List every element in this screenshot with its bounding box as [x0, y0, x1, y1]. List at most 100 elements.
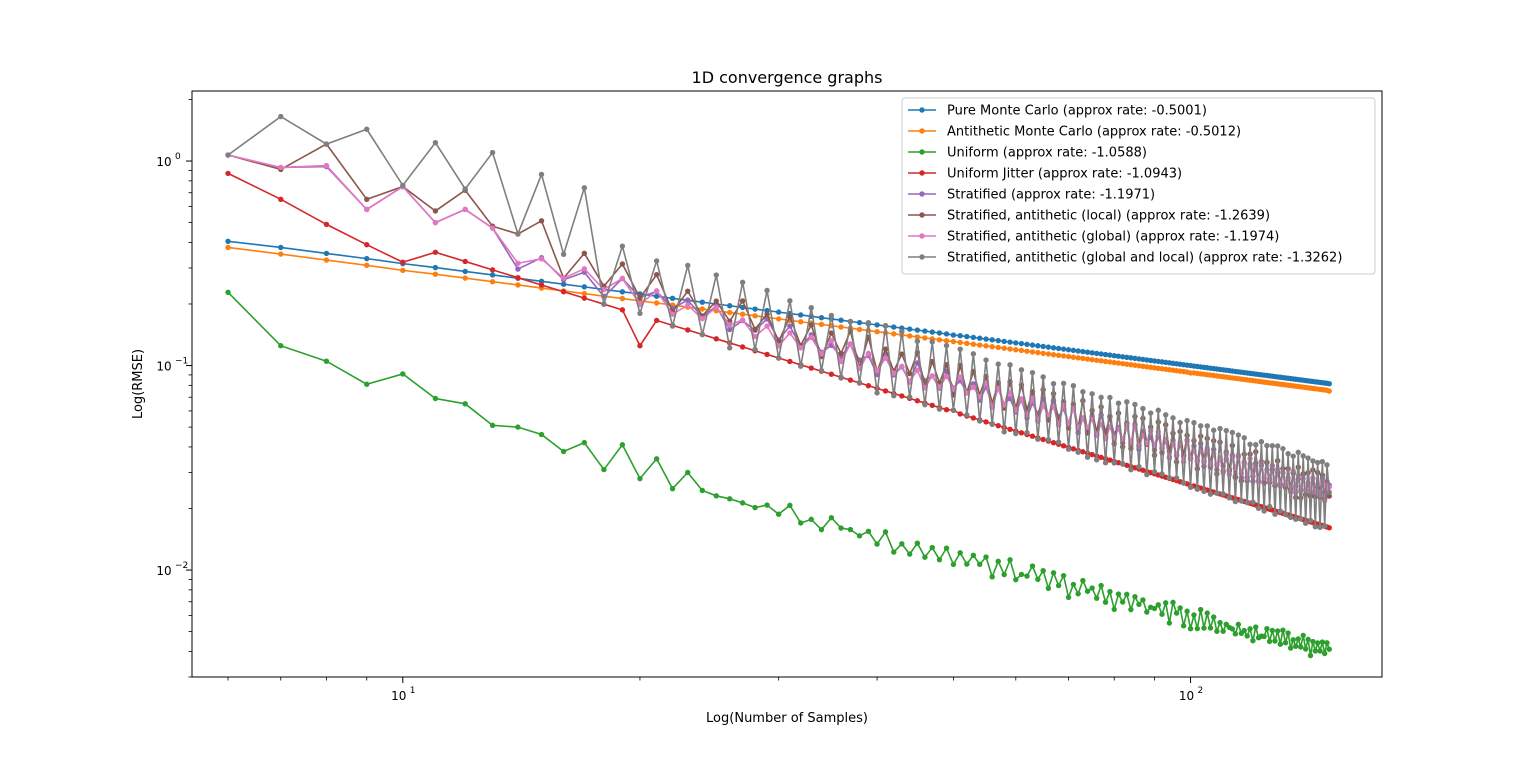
data-point — [1261, 508, 1267, 514]
data-point — [936, 384, 943, 390]
data-point — [1282, 640, 1289, 646]
data-point — [1070, 581, 1077, 588]
data-point — [922, 328, 928, 334]
data-point — [1312, 648, 1319, 654]
series-8 — [225, 113, 1332, 530]
data-point — [581, 266, 588, 272]
data-point — [1107, 457, 1113, 463]
data-point — [891, 370, 897, 376]
data-point — [1274, 466, 1281, 473]
data-point — [957, 550, 963, 556]
legend-item: Stratified, antithetic (global and local… — [908, 251, 1342, 266]
data-point — [828, 312, 835, 319]
data-point — [906, 326, 913, 332]
data-point — [1238, 498, 1245, 504]
data-point — [400, 267, 406, 274]
data-point — [1144, 471, 1150, 478]
data-point — [1295, 636, 1301, 642]
legend-label: Stratified, antithetic (local) (approx r… — [947, 209, 1270, 224]
data-point — [818, 351, 825, 357]
data-point — [581, 284, 588, 290]
data-point — [1024, 348, 1030, 354]
data-point — [1223, 427, 1229, 434]
data-point — [828, 371, 835, 377]
data-point — [995, 422, 1001, 429]
data-point — [752, 306, 758, 312]
data-point — [1132, 355, 1138, 362]
data-point — [977, 394, 983, 400]
data-point — [983, 554, 989, 560]
data-point — [1261, 633, 1267, 640]
data-point — [995, 558, 1001, 565]
data-point — [619, 295, 626, 302]
data-point — [1102, 460, 1109, 466]
data-point — [775, 316, 782, 322]
data-point — [818, 367, 825, 374]
data-point — [1098, 454, 1104, 461]
data-point — [538, 218, 545, 224]
data-point — [1128, 362, 1134, 368]
data-point — [1321, 650, 1328, 657]
data-point — [400, 182, 406, 189]
data-point — [685, 469, 691, 476]
data-point — [669, 323, 676, 329]
data-point — [1115, 400, 1122, 406]
data-point — [1070, 347, 1077, 354]
data-point — [1050, 440, 1057, 446]
data-point — [1001, 402, 1007, 408]
data-point — [1166, 475, 1173, 481]
data-point — [838, 525, 844, 531]
data-point — [847, 319, 854, 325]
legend-marker — [919, 212, 925, 218]
data-point — [364, 126, 370, 132]
data-point — [637, 310, 643, 317]
data-point — [1018, 347, 1025, 354]
data-point — [699, 487, 706, 494]
data-point — [278, 164, 284, 171]
data-point — [489, 149, 496, 156]
data-point — [1089, 585, 1095, 591]
data-point — [1155, 602, 1161, 608]
data-point — [323, 141, 330, 147]
data-point — [515, 274, 521, 281]
data-point — [515, 231, 521, 237]
data-point — [1080, 389, 1086, 395]
data-point — [1024, 573, 1030, 579]
y-tick-label: 10 — [156, 155, 171, 169]
data-point — [1266, 503, 1273, 510]
data-point — [400, 259, 406, 265]
data-point — [1128, 606, 1134, 613]
data-point — [764, 502, 770, 508]
data-point — [1170, 415, 1176, 421]
data-point — [1155, 407, 1161, 413]
data-point — [1119, 460, 1126, 467]
data-point — [1050, 345, 1057, 351]
data-point — [977, 418, 983, 424]
data-point — [727, 322, 733, 328]
data-point — [914, 367, 921, 374]
series-layer — [225, 113, 1332, 659]
data-point — [1163, 600, 1169, 606]
x-tick-exponent: 1 — [410, 686, 416, 696]
data-point — [1300, 453, 1306, 459]
data-point — [619, 243, 626, 249]
data-point — [364, 196, 370, 202]
data-point — [619, 275, 626, 282]
data-point — [1007, 339, 1013, 345]
data-point — [929, 402, 935, 409]
data-point — [1065, 594, 1072, 601]
legend-item: Pure Monte Carlo (approx rate: -0.5001) — [908, 104, 1207, 119]
data-point — [653, 271, 660, 278]
data-point — [787, 358, 793, 365]
data-point — [1295, 449, 1301, 456]
data-point — [818, 314, 825, 321]
data-point — [995, 337, 1001, 344]
data-point — [515, 260, 521, 266]
data-point — [1098, 582, 1104, 589]
data-point — [1018, 340, 1025, 347]
data-point — [818, 321, 825, 328]
data-point — [727, 326, 733, 333]
data-point — [1180, 623, 1187, 629]
data-point — [1170, 430, 1176, 437]
data-point — [1217, 619, 1223, 626]
